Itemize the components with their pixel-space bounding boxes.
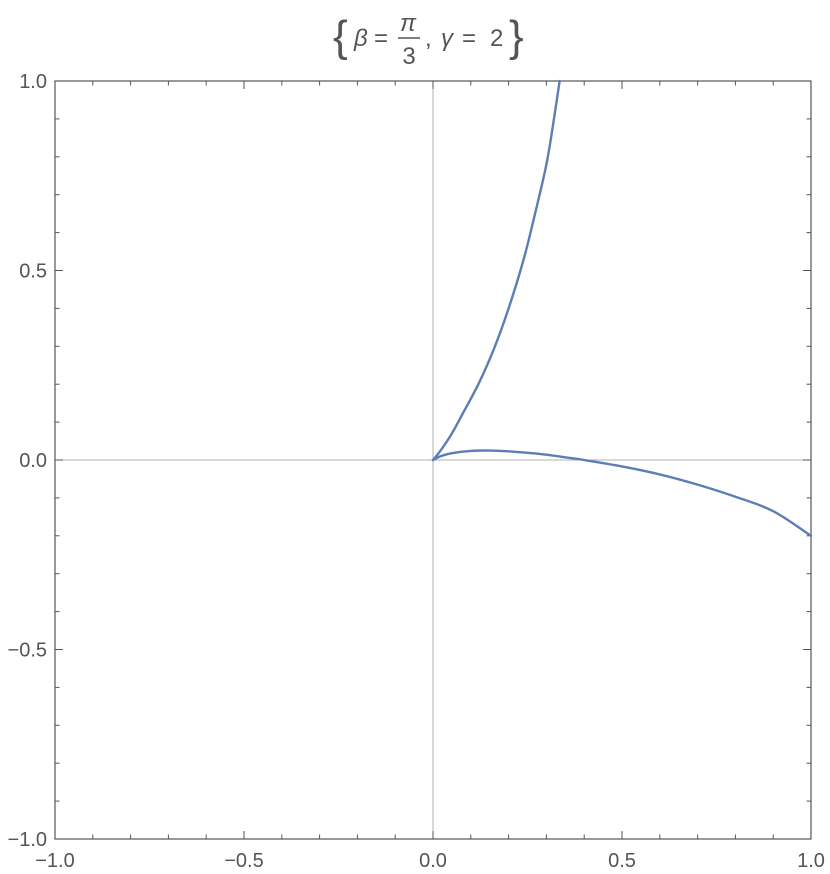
tick-labels: −1.0 −0.5 0.0 0.5 1.0 −1.0 −0.5 0.0 0.5 1.0	[8, 71, 825, 872]
x-tick-label: 0.0	[419, 850, 447, 872]
title-left-brace: {	[333, 12, 348, 61]
series-line-1	[431, 79, 561, 462]
title-two: 2	[490, 25, 503, 52]
title-comma: ,	[425, 25, 432, 52]
title-equals-2: =	[462, 25, 476, 52]
title-beta: β	[353, 25, 368, 52]
title-right-brace: }	[509, 12, 524, 61]
x-tick-label: 1.0	[797, 850, 825, 872]
x-tick-label: 0.5	[608, 850, 636, 872]
x-tick-label: −1.0	[35, 850, 74, 872]
tick-marks	[54, 80, 812, 840]
chart-title: { β = π 3 , γ = 2 }	[333, 10, 524, 70]
title-gamma: γ	[441, 25, 455, 52]
y-tick-label: 0.0	[19, 450, 47, 472]
y-tick-label: 0.5	[19, 261, 47, 283]
y-tick-label: 1.0	[19, 71, 47, 93]
x-tick-label: −0.5	[224, 850, 263, 872]
series-line-2	[431, 449, 813, 537]
y-tick-label: −1.0	[8, 829, 47, 851]
title-three: 3	[402, 43, 415, 70]
title-equals-1: =	[374, 25, 388, 52]
y-tick-label: −0.5	[8, 640, 47, 662]
title-pi: π	[400, 10, 417, 37]
series-lines	[431, 79, 813, 537]
